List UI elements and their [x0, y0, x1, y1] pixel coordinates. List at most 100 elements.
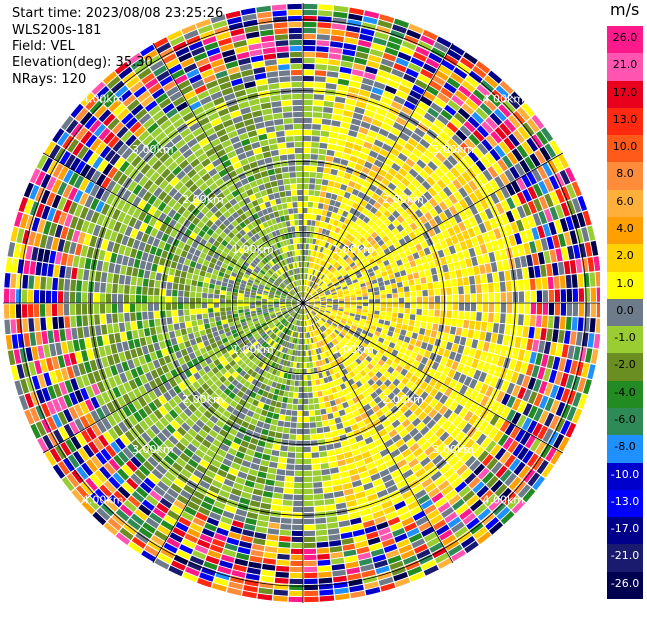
velocity-gate: [297, 410, 303, 417]
velocity-gate: [164, 413, 174, 423]
velocity-gate: [423, 90, 436, 102]
velocity-gate: [39, 290, 46, 303]
velocity-gate: [33, 304, 40, 318]
velocity-gate: [414, 127, 426, 138]
velocity-gate: [487, 166, 498, 178]
velocity-gate: [120, 331, 127, 342]
velocity-gate: [388, 167, 398, 177]
velocity-gate: [267, 338, 273, 345]
velocity-gate: [329, 258, 334, 264]
velocity-gate: [253, 451, 263, 459]
velocity-gate: [339, 526, 352, 534]
velocity-gate: [258, 286, 264, 290]
velocity-gate: [202, 313, 209, 319]
velocity-gate: [316, 421, 323, 428]
velocity-gate: [356, 293, 362, 298]
velocity-gate: [258, 465, 269, 473]
velocity-gate: [383, 379, 392, 387]
velocity-gate: [529, 314, 536, 327]
velocity-gate: [136, 277, 143, 287]
velocity-gate: [429, 514, 443, 526]
velocity-gate: [269, 374, 275, 381]
velocity-gate: [554, 417, 566, 433]
velocity-gate: [108, 262, 115, 273]
velocity-gate: [508, 458, 521, 472]
velocity-gate: [116, 342, 124, 353]
velocity-gate: [127, 402, 137, 414]
velocity-gate: [413, 447, 424, 458]
velocity-gate: [226, 405, 235, 413]
velocity-gate: [443, 208, 453, 219]
velocity-gate: [482, 169, 493, 182]
velocity-gate: [420, 426, 430, 436]
velocity-gate: [325, 292, 331, 296]
velocity-gate: [285, 470, 295, 476]
velocity-gate: [175, 350, 183, 359]
velocity-gate: [342, 316, 348, 320]
velocity-gate: [130, 276, 137, 286]
velocity-gate: [297, 356, 301, 362]
velocity-gate: [90, 198, 100, 211]
velocity-gate: [309, 288, 313, 294]
velocity-gate: [155, 230, 164, 240]
velocity-gate: [366, 104, 378, 113]
velocity-gate: [41, 418, 52, 434]
velocity-gate: [368, 150, 379, 159]
velocity-gate: [282, 334, 287, 340]
velocity-gate: [298, 308, 301, 314]
velocity-gate: [387, 205, 396, 214]
velocity-gate: [313, 397, 319, 404]
velocity-gate: [320, 300, 327, 302]
velocity-gate: [308, 303, 315, 305]
velocity-gate: [29, 184, 40, 200]
velocity-gate: [274, 328, 279, 334]
velocity-gate: [199, 252, 207, 260]
velocity-gate: [458, 485, 471, 498]
velocity-gate: [332, 157, 341, 164]
velocity-gate: [319, 327, 324, 333]
velocity-gate: [308, 202, 314, 208]
velocity-gate: [371, 223, 379, 231]
velocity-gate: [141, 363, 150, 374]
velocity-gate: [257, 471, 267, 479]
velocity-gate: [65, 439, 77, 453]
velocity-gate: [368, 303, 375, 307]
velocity-gate: [386, 293, 392, 299]
velocity-gate: [310, 154, 318, 160]
velocity-gate: [488, 252, 496, 263]
velocity-gate: [219, 375, 227, 383]
velocity-gate: [301, 314, 303, 321]
velocity-gate: [303, 386, 308, 393]
velocity-gate: [321, 474, 331, 481]
velocity-gate: [311, 458, 320, 464]
velocity-gate: [105, 444, 117, 458]
velocity-gate: [412, 360, 420, 369]
velocity-gate: [215, 316, 221, 322]
velocity-gate: [313, 196, 320, 203]
velocity-gate: [219, 415, 228, 423]
velocity-gate: [443, 435, 454, 446]
velocity-gate: [560, 186, 571, 201]
velocity-gate: [315, 415, 322, 422]
velocity-gate: [177, 391, 187, 401]
velocity-gate: [219, 303, 226, 308]
velocity-gate: [480, 489, 494, 503]
velocity-gate: [356, 303, 363, 306]
velocity-gate: [504, 270, 511, 281]
velocity-gate: [243, 348, 250, 355]
velocity-gate: [390, 321, 396, 328]
velocity-gate: [76, 315, 83, 327]
velocity-gate: [315, 264, 320, 271]
velocity-gate: [394, 500, 407, 511]
velocity-gate: [79, 206, 89, 220]
velocity-gate: [388, 342, 396, 349]
velocity-gate: [536, 165, 548, 180]
velocity-gate: [168, 398, 178, 409]
velocity-gate: [360, 563, 375, 572]
velocity-gate: [305, 308, 308, 314]
velocity-gate: [379, 223, 387, 231]
velocity-gate: [495, 202, 505, 215]
velocity-gate: [489, 179, 500, 192]
velocity-gate: [338, 296, 344, 300]
velocity-gate: [347, 340, 354, 347]
